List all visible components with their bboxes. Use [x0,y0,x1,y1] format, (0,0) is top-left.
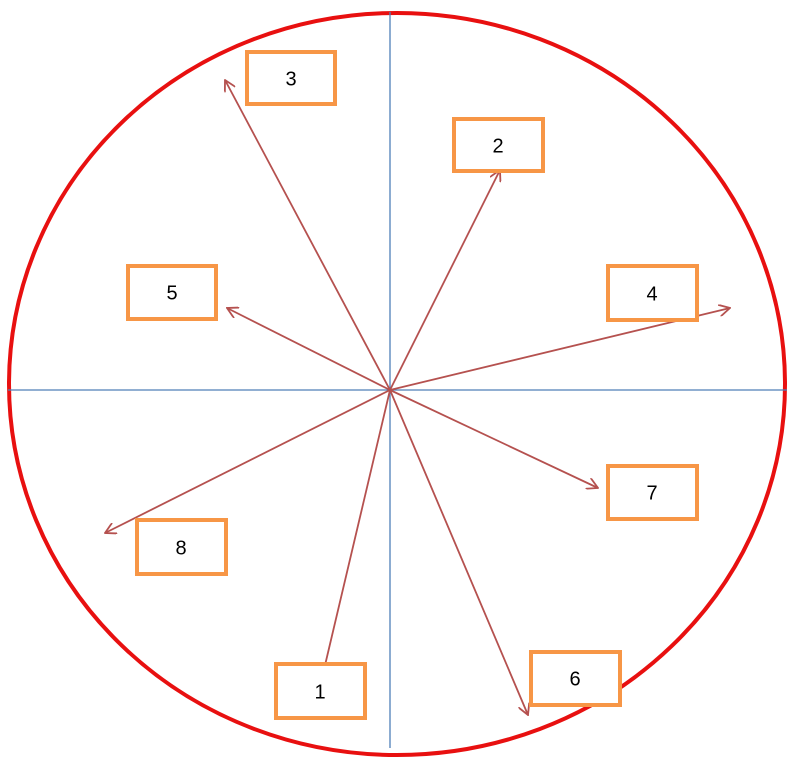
node: 5 [126,264,218,321]
node: 4 [606,264,699,322]
node-label: 6 [569,668,580,690]
node-box [452,117,545,173]
node: 2 [452,117,545,173]
node-box [529,650,622,707]
arrow [105,389,391,533]
node: 3 [245,50,337,106]
node-box [126,264,218,321]
node-label: 1 [314,681,325,703]
node: 7 [606,464,699,521]
node: 1 [274,662,367,720]
arrow [225,80,391,391]
arrow [322,389,391,678]
arrow [227,308,391,391]
node-label: 7 [646,482,657,504]
node: 8 [135,518,228,576]
node-label: 8 [175,537,186,559]
node-label: 4 [646,283,657,305]
node-box [606,464,699,521]
arrow [389,389,528,715]
node: 6 [529,650,622,707]
node-box [135,518,228,576]
node-box [274,662,367,720]
node-label: 5 [166,282,177,304]
node-box [606,264,699,322]
arrows [105,80,730,715]
arrow [389,389,598,488]
arrow [389,170,500,391]
node-box [245,50,337,106]
circle [7,11,787,757]
node-label: 2 [492,135,503,157]
node-label: 3 [285,68,296,90]
